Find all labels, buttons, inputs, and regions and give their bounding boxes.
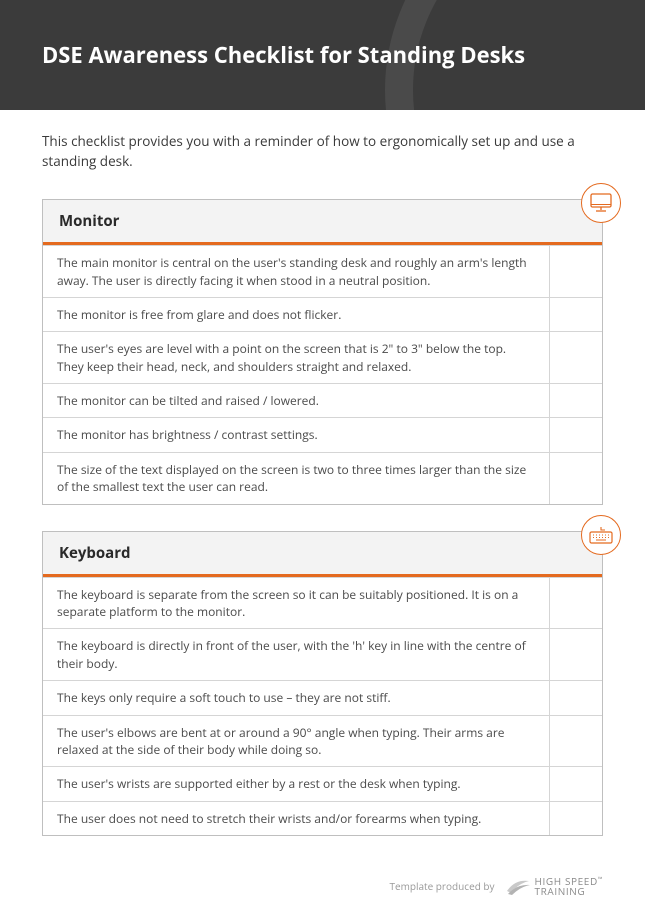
check-cell[interactable]: [550, 716, 602, 767]
monitor-icon: [581, 183, 621, 223]
checklist-item: The size of the text displayed on the sc…: [43, 453, 550, 504]
section-keyboard: Keyboard The keyboard is separate from t…: [42, 531, 603, 837]
brand-logo: HIGH SPEED™ TRAINING: [505, 875, 603, 897]
table-row: The size of the text displayed on the sc…: [43, 452, 602, 504]
table-row: The user's eyes are level with a point o…: [43, 331, 602, 383]
table-row: The keyboard is separate from the screen…: [43, 577, 602, 629]
page-header: DSE Awareness Checklist for Standing Des…: [0, 0, 645, 110]
table-row: The user's elbows are bent at or around …: [43, 715, 602, 767]
page-content: This checklist provides you with a remin…: [0, 110, 645, 836]
checklist-item: The keyboard is directly in front of the…: [43, 629, 550, 680]
table-row: The keys only require a soft touch to us…: [43, 680, 602, 714]
check-cell[interactable]: [550, 332, 602, 383]
check-cell[interactable]: [550, 767, 602, 800]
check-cell[interactable]: [550, 418, 602, 451]
checklist-item: The monitor can be tilted and raised / l…: [43, 384, 550, 417]
table-row: The user does not need to stretch their …: [43, 801, 602, 835]
swoosh-icon: [505, 875, 531, 897]
table-row: The keyboard is directly in front of the…: [43, 628, 602, 680]
section-monitor: Monitor The main monitor is central on t…: [42, 199, 603, 505]
checklist-item: The user's elbows are bent at or around …: [43, 716, 550, 767]
check-cell[interactable]: [550, 298, 602, 331]
checklist-item: The monitor has brightness / contrast se…: [43, 418, 550, 451]
table-row: The user's wrists are supported either b…: [43, 766, 602, 800]
intro-text: This checklist provides you with a remin…: [42, 132, 603, 171]
check-cell[interactable]: [550, 629, 602, 680]
brand-text: HIGH SPEED™ TRAINING: [535, 876, 603, 897]
checklist-item: The monitor is free from glare and does …: [43, 298, 550, 331]
section-heading: Monitor: [43, 200, 602, 245]
page-title: DSE Awareness Checklist for Standing Des…: [42, 40, 525, 70]
checklist-item: The user's wrists are supported either b…: [43, 767, 550, 800]
check-cell[interactable]: [550, 384, 602, 417]
section-table: Keyboard The keyboard is separate from t…: [42, 531, 603, 837]
table-row: The monitor has brightness / contrast se…: [43, 417, 602, 451]
checklist-item: The user does not need to stretch their …: [43, 802, 550, 835]
checklist-item: The keys only require a soft touch to us…: [43, 681, 550, 714]
checklist-item: The user's eyes are level with a point o…: [43, 332, 550, 383]
check-cell[interactable]: [550, 802, 602, 835]
check-cell[interactable]: [550, 246, 602, 297]
keyboard-icon: [581, 515, 621, 555]
table-row: The monitor can be tilted and raised / l…: [43, 383, 602, 417]
check-cell[interactable]: [550, 453, 602, 504]
section-heading: Keyboard: [43, 532, 602, 577]
checklist-item: The main monitor is central on the user'…: [43, 246, 550, 297]
section-table: Monitor The main monitor is central on t…: [42, 199, 603, 505]
page-footer: Template produced by HIGH SPEED™ TRAININ…: [389, 875, 603, 897]
table-row: The monitor is free from glare and does …: [43, 297, 602, 331]
check-cell[interactable]: [550, 681, 602, 714]
footer-produced-by: Template produced by: [389, 879, 494, 893]
checklist-item: The keyboard is separate from the screen…: [43, 578, 550, 629]
check-cell[interactable]: [550, 578, 602, 629]
table-row: The main monitor is central on the user'…: [43, 245, 602, 297]
